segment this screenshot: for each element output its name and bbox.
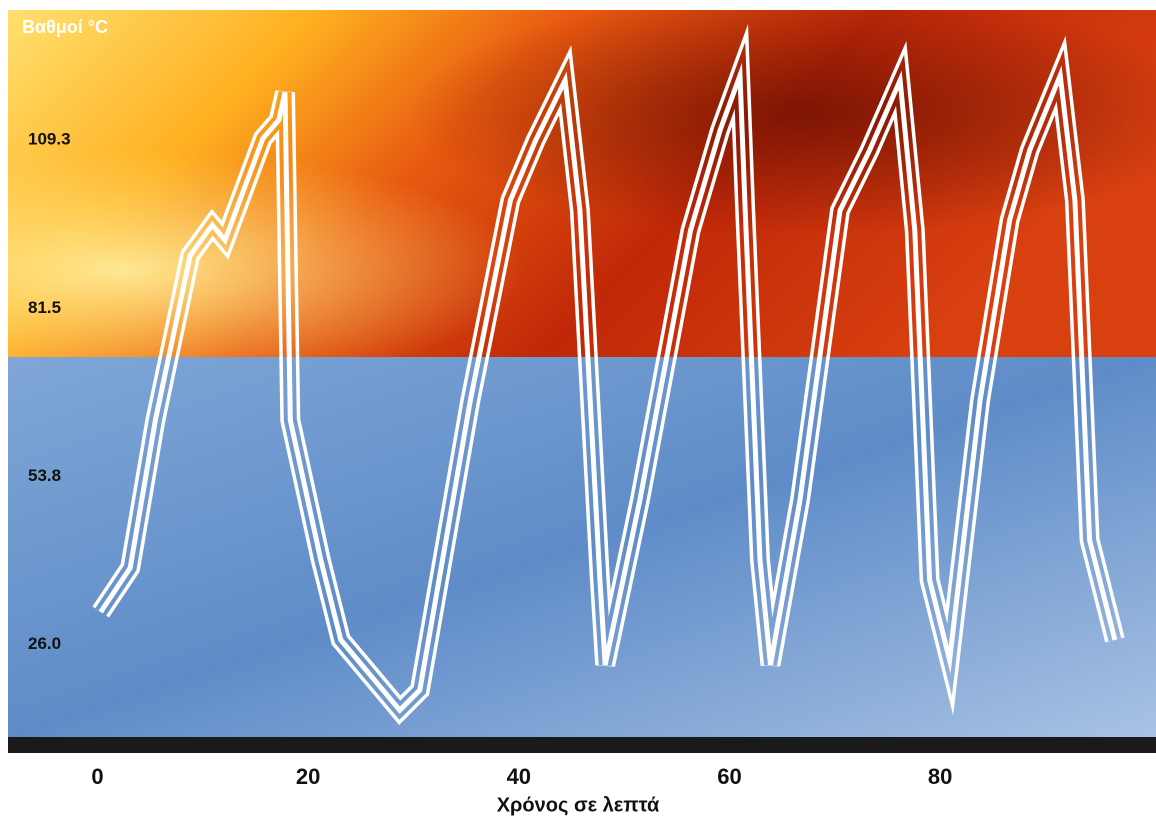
y-tick-label: 109.3 <box>28 130 71 149</box>
y-tick-label: 53.8 <box>28 466 61 485</box>
x-tick-label: 60 <box>717 764 741 789</box>
x-tick-label: 40 <box>507 764 531 789</box>
y-tick-label: 81.5 <box>28 298 61 317</box>
x-tick-label: 20 <box>296 764 320 789</box>
x-tick-label: 0 <box>91 764 103 789</box>
line <box>98 62 1118 714</box>
x-tick-label: 80 <box>928 764 952 789</box>
x-axis-label: Χρόνος σε λεπτά <box>497 794 660 816</box>
chart-title: Βαθμοί °C <box>22 17 108 37</box>
axis-bar <box>8 737 1156 753</box>
y-tick-label: 26.0 <box>28 634 61 653</box>
